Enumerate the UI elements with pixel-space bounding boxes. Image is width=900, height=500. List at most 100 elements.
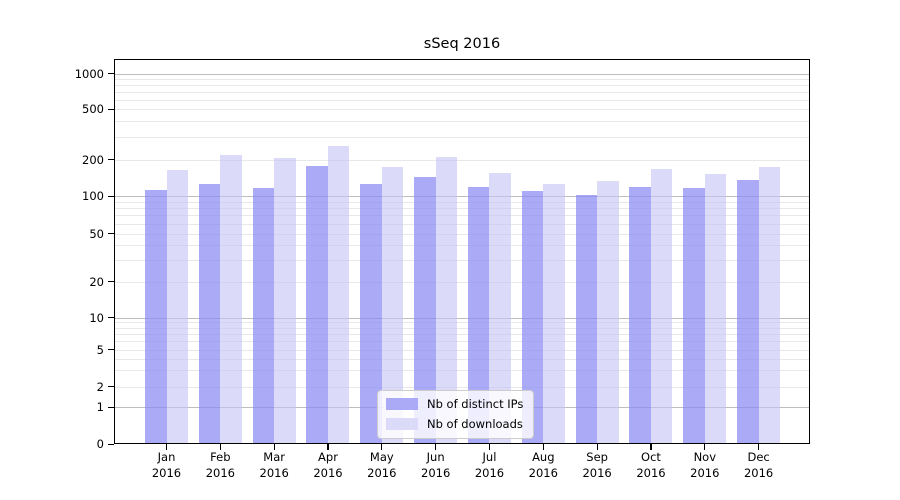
y-tick-label: 1000	[74, 66, 104, 81]
minor-gridline	[114, 99, 810, 101]
bar-downloads-jun	[435, 156, 458, 444]
x-tick-label: Jan 2016	[151, 450, 182, 480]
x-tick-label: Apr 2016	[313, 450, 343, 480]
x-tick-label: Feb 2016	[205, 450, 235, 480]
bar-ips-oct	[629, 186, 651, 444]
bar-downloads-aug	[543, 184, 565, 444]
y-tick-label: 5	[96, 342, 104, 357]
y-tick-mark	[108, 349, 114, 351]
legend-label-downloads: Nb of downloads	[427, 417, 523, 431]
y-tick-mark	[108, 386, 114, 388]
bar-ips-feb	[198, 183, 221, 444]
bar-ips-apr	[306, 165, 328, 444]
minor-gridline	[114, 386, 810, 388]
minor-gridline	[114, 281, 810, 283]
bar-downloads-oct	[650, 168, 673, 444]
x-tick-label: Mar 2016	[259, 450, 289, 480]
minor-gridline	[114, 78, 810, 80]
x-tick-mark	[704, 444, 706, 450]
y-tick-label: 100	[82, 189, 104, 203]
x-tick-mark	[381, 444, 383, 450]
minor-gridline	[114, 327, 810, 329]
bar-ips-mar	[252, 187, 275, 444]
bar-ips-jan	[145, 190, 167, 444]
bar-ips-jun	[414, 177, 436, 444]
y-tick-mark	[108, 73, 114, 75]
bar-downloads-may	[381, 167, 404, 444]
minor-gridline	[114, 201, 810, 203]
x-tick-mark	[327, 444, 329, 450]
minor-gridline	[114, 84, 810, 86]
bar-ips-sep	[575, 194, 598, 444]
bar-downloads-apr	[327, 146, 350, 444]
x-tick-label: Sep 2016	[582, 450, 612, 480]
bar-ips-may	[360, 183, 382, 444]
bar-ips-jul	[467, 187, 490, 444]
bar-ips-dec	[737, 180, 759, 444]
y-tick-mark	[108, 108, 114, 110]
bar-ips-nov	[683, 188, 705, 444]
x-tick-label: Dec 2016	[743, 450, 774, 480]
minor-gridline	[114, 341, 810, 343]
minor-gridline	[114, 233, 810, 235]
legend: Nb of distinct IPs Nb of downloads	[377, 390, 535, 439]
y-tick-mark	[108, 159, 114, 161]
x-tick-label: Aug 2016	[528, 450, 558, 480]
bar-downloads-nov	[704, 174, 727, 444]
y-tick-label: 0	[96, 437, 104, 451]
legend-item-downloads: Nb of downloads	[386, 417, 523, 431]
y-tick-mark	[108, 317, 114, 319]
x-tick-mark	[596, 444, 598, 450]
x-tick-label: Nov 2016	[690, 450, 720, 480]
y-tick-mark	[108, 233, 114, 235]
major-gridline	[114, 196, 810, 197]
x-tick-label: Jun 2016	[421, 450, 451, 480]
bar-ips-aug	[521, 191, 544, 444]
x-tick-mark	[758, 444, 760, 450]
y-tick-mark	[108, 443, 114, 445]
y-tick-label: 2	[96, 379, 104, 394]
major-gridline	[114, 73, 810, 75]
x-tick-mark	[542, 444, 544, 450]
bar-downloads-dec	[758, 167, 781, 444]
bar-downloads-mar	[274, 158, 296, 444]
minor-gridline	[114, 91, 810, 93]
minor-gridline	[114, 109, 810, 110]
x-tick-mark	[488, 444, 491, 450]
x-tick-mark	[219, 444, 221, 450]
bar-downloads-sep	[597, 181, 619, 444]
minor-gridline	[114, 215, 810, 217]
x-tick-label: Oct 2016	[636, 450, 666, 480]
legend-swatch-downloads	[386, 418, 418, 430]
legend-swatch-distinct-ips	[386, 398, 418, 410]
x-tick-mark	[435, 444, 437, 450]
minor-gridline	[114, 370, 810, 372]
bar-downloads-jul	[489, 172, 511, 444]
chart-title: sSeq 2016	[423, 36, 501, 52]
y-tick-mark	[108, 195, 114, 197]
y-tick-label: 10	[89, 310, 104, 325]
minor-gridline	[114, 208, 810, 210]
x-tick-label: Jul 2016	[474, 450, 505, 480]
plot-area: Nb of distinct IPs Nb of downloads	[114, 59, 810, 444]
minor-gridline	[114, 137, 810, 139]
minor-gridline	[114, 245, 810, 247]
bar-downloads-jan	[166, 169, 188, 444]
minor-gridline	[114, 260, 810, 262]
x-tick-mark	[165, 444, 168, 450]
legend-item-distinct-ips: Nb of distinct IPs	[386, 397, 523, 411]
y-tick-label: 50	[89, 226, 104, 241]
legend-label-distinct-ips: Nb of distinct IPs	[427, 397, 524, 411]
x-tick-label: May 2016	[367, 450, 397, 480]
x-tick-mark	[650, 444, 652, 450]
minor-gridline	[114, 322, 810, 324]
minor-gridline	[114, 349, 810, 351]
minor-gridline	[114, 223, 810, 225]
y-tick-label: 20	[89, 274, 104, 289]
minor-gridline	[114, 121, 810, 123]
y-tick-label: 200	[82, 152, 104, 167]
y-tick-mark	[108, 406, 114, 408]
y-tick-label: 500	[82, 102, 104, 116]
minor-gridline	[114, 333, 810, 335]
